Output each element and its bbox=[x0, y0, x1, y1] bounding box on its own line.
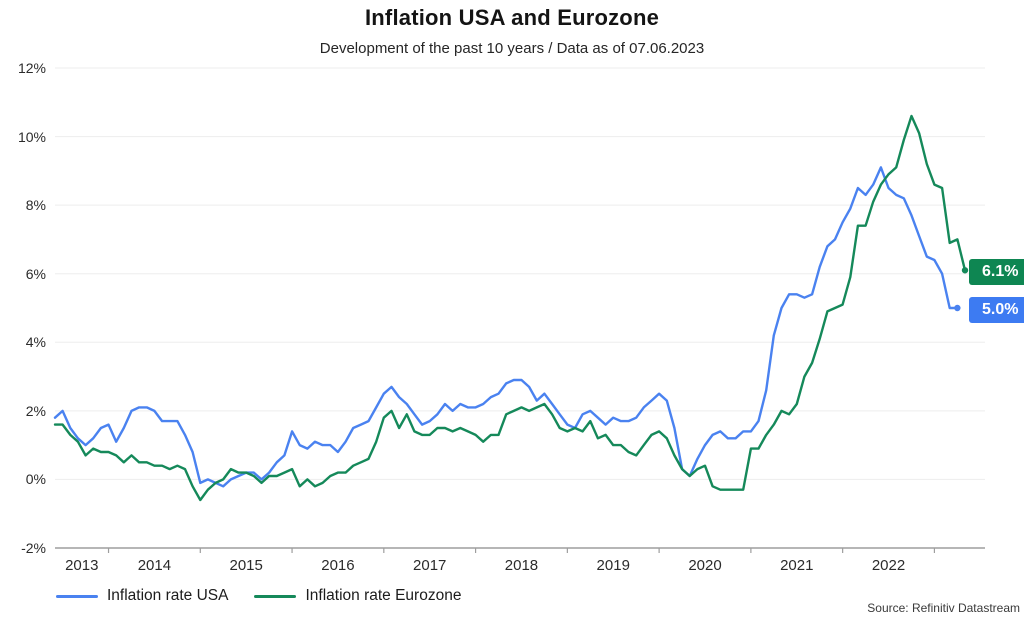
y-axis-label-12pct: 12% bbox=[17, 60, 46, 76]
eurozone-line-swatch bbox=[254, 594, 297, 598]
y-axis-label-6pct: 6% bbox=[25, 265, 46, 282]
usa-line-swatch bbox=[56, 594, 98, 598]
x-axis-label-2020: 2020 bbox=[688, 557, 722, 574]
eurozone-end-dot bbox=[961, 267, 969, 274]
y-axis-label-10pct: 10% bbox=[17, 128, 46, 145]
legend-item-usa: Inflation rate USA bbox=[56, 587, 228, 605]
usa-line bbox=[53, 166, 959, 488]
source-note: Source: Refinitiv Datastream bbox=[867, 601, 1020, 615]
chart-title: Inflation USA and Eurozone bbox=[364, 5, 660, 30]
y-axis-label-2pct: 2% bbox=[25, 402, 46, 419]
x-axis-label-2019: 2019 bbox=[596, 557, 630, 574]
y-axis-label--2pct: -2% bbox=[21, 540, 46, 556]
y-axis-label-8pct: 8% bbox=[25, 197, 46, 214]
usa-end-dot bbox=[954, 304, 961, 312]
x-axis-label-2013: 2013 bbox=[65, 557, 99, 574]
y-axis-label-0pct: 0% bbox=[25, 471, 46, 488]
x-axis-label-2014: 2014 bbox=[137, 557, 172, 574]
usa-legend-label: Inflation rate USA bbox=[107, 587, 229, 604]
usa-end-label-badge: 5.0% bbox=[969, 297, 1024, 323]
legend-item-eurozone: Inflation rate Eurozone bbox=[254, 587, 461, 605]
eurozone-legend-label: Inflation rate Eurozone bbox=[305, 587, 462, 604]
legend: Inflation rate USA Inflation rate Eurozo… bbox=[56, 587, 461, 605]
eurozone-line bbox=[53, 114, 967, 502]
x-axis-label-2017: 2017 bbox=[413, 557, 447, 574]
y-axis-label-4pct: 4% bbox=[25, 334, 46, 351]
x-axis-label-2018: 2018 bbox=[504, 557, 539, 574]
x-axis-label-2015: 2015 bbox=[229, 557, 263, 574]
chart-subtitle: Development of the past 10 years / Data … bbox=[319, 40, 705, 57]
eurozone-end-label-badge: 6.1% bbox=[969, 259, 1024, 285]
x-axis-label-2022: 2022 bbox=[871, 557, 906, 574]
x-axis-label-2021: 2021 bbox=[780, 557, 814, 574]
x-axis-label-2016: 2016 bbox=[321, 557, 355, 574]
